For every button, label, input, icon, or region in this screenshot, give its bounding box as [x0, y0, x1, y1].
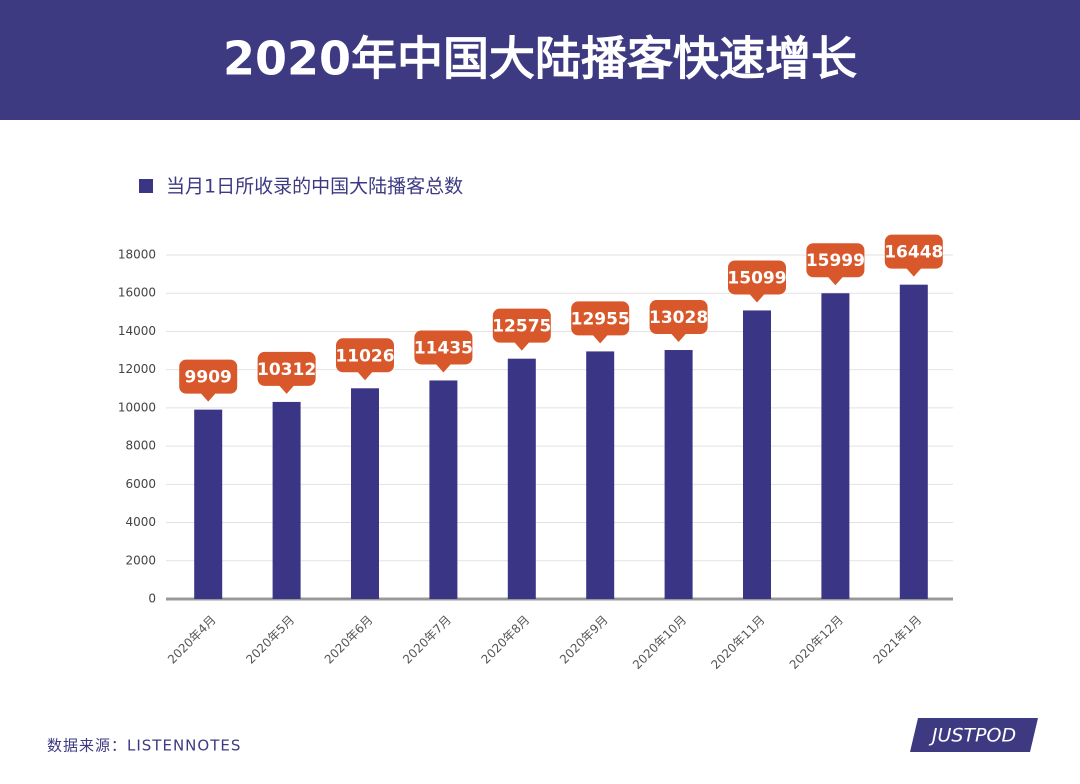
- x-tick-label: 2021年1月: [871, 613, 925, 667]
- bar: [664, 350, 693, 599]
- bar: [351, 388, 379, 599]
- value-label-pointer: [513, 341, 530, 351]
- x-tick-label: 2020年8月: [479, 613, 533, 667]
- value-label-pointer: [827, 276, 844, 286]
- value-label: 15099: [727, 268, 786, 288]
- value-label: 16448: [884, 243, 943, 263]
- value-label: 13028: [649, 308, 708, 328]
- value-label-pointer: [357, 371, 373, 381]
- value-label: 12955: [571, 309, 630, 329]
- y-tick-label: 10000: [118, 400, 156, 414]
- value-label-pointer: [278, 384, 295, 394]
- x-tick-label: 2020年4月: [165, 613, 219, 667]
- source-note: 数据来源：LISTENNOTES: [47, 737, 241, 755]
- value-label-pointer: [670, 333, 687, 343]
- value-label-box: [728, 260, 786, 295]
- y-tick-label: 4000: [125, 515, 156, 529]
- y-tick-label: 6000: [125, 477, 156, 491]
- x-tick-label: 2020年7月: [400, 613, 454, 667]
- legend-swatch: [139, 179, 153, 193]
- y-tick-label: 12000: [118, 362, 156, 376]
- y-tick-label: 14000: [118, 324, 156, 338]
- bar: [899, 284, 928, 599]
- value-label-box: [884, 234, 943, 269]
- value-label-box: [806, 243, 865, 278]
- bar: [586, 351, 615, 599]
- bar: [272, 401, 301, 599]
- bar: [743, 310, 771, 599]
- y-tick-label: 2000: [125, 553, 156, 567]
- bar: [821, 293, 850, 599]
- bar: [507, 358, 536, 599]
- logo: JUSTPOD: [928, 725, 1016, 747]
- header-band: [0, 0, 1080, 120]
- value-label: 9909: [185, 368, 232, 388]
- value-label-box: [179, 359, 238, 394]
- bar: [194, 409, 223, 599]
- logo-badge: [910, 718, 1038, 752]
- value-label-pointer: [905, 267, 922, 277]
- y-tick-label: 0: [148, 592, 156, 606]
- chart-title: 2020年中国大陆播客快速增长: [223, 32, 857, 86]
- x-tick-label: 2020年6月: [322, 613, 376, 667]
- x-tick-label: 2020年5月: [243, 613, 297, 667]
- x-tick-label: 2020年9月: [557, 613, 611, 667]
- value-label-box: [257, 351, 316, 386]
- value-label: 10312: [257, 360, 316, 380]
- value-label: 15999: [806, 251, 865, 271]
- value-label-pointer: [592, 334, 609, 344]
- y-tick-label: 16000: [118, 286, 156, 300]
- value-label-box: [492, 308, 551, 343]
- value-label-box: [336, 338, 394, 373]
- value-label-box: [649, 300, 708, 335]
- value-label: 11026: [335, 346, 394, 366]
- y-tick-label: 18000: [118, 248, 156, 262]
- legend-label: 当月1日所收录的中国大陆播客总数: [166, 176, 463, 198]
- value-label-pointer: [200, 392, 217, 402]
- x-tick-label: 2020年11月: [708, 613, 767, 672]
- value-label-pointer: [435, 363, 452, 373]
- x-tick-label: 2020年10月: [630, 613, 689, 672]
- value-label: 12575: [492, 317, 551, 337]
- bar: [429, 380, 458, 599]
- value-label-pointer: [749, 293, 765, 303]
- value-label-box: [414, 330, 473, 365]
- x-tick-label: 2020年12月: [787, 613, 846, 672]
- value-label: 11435: [414, 338, 473, 358]
- value-label-box: [571, 301, 630, 336]
- y-tick-label: 8000: [125, 439, 156, 453]
